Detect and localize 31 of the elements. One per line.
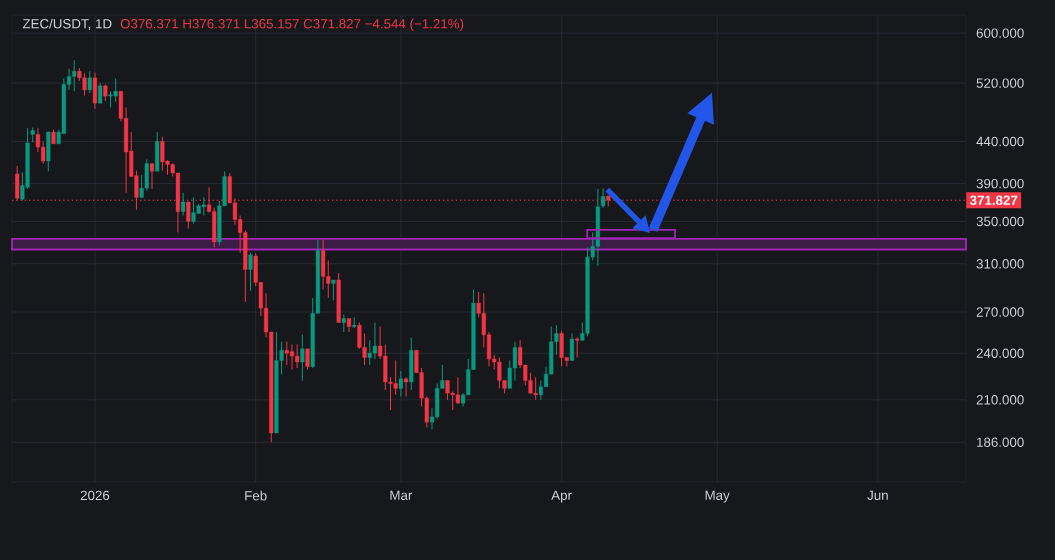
y-tick-label: 186.000 — [977, 437, 1024, 447]
candlestick — [601, 187, 606, 209]
candlestick — [248, 252, 253, 292]
y-tick-label: 210.000 — [976, 395, 1024, 405]
y-tick-label: 350.000 — [976, 216, 1024, 227]
candlestick — [300, 334, 305, 381]
candlestick — [569, 332, 575, 362]
x-tick-label: Feb — [245, 490, 267, 501]
chart-title: ZEC/USDT, 1D — [22, 18, 112, 31]
x-tick-label: Jun — [867, 490, 888, 500]
candlestick — [398, 370, 403, 398]
x-tick-label: May — [705, 490, 730, 503]
candlestick — [181, 192, 186, 216]
x-tick-label: 2026 — [80, 490, 110, 501]
chart-subtitle: O376.371 H376.371 L365.157 C371.827 −4.544 (−1.21%) — [120, 18, 464, 32]
x-tick-label: Mar — [390, 490, 413, 500]
y-tick-label: 310.000 — [976, 259, 1024, 269]
y-tick-label: 390.000 — [976, 178, 1024, 189]
candlestick — [98, 82, 103, 104]
ref-line-label: 371.827 — [969, 195, 1018, 206]
y-tick-label: 520.000 — [976, 78, 1024, 88]
y-tick-label: 440.000 — [976, 136, 1024, 147]
y-tick-label: 270.000 — [976, 307, 1024, 317]
candlestick — [87, 70, 92, 94]
y-tick-label: 240.000 — [976, 348, 1024, 358]
candlestick — [305, 348, 310, 371]
x-tick-label: Apr — [551, 490, 572, 503]
candlestick — [149, 163, 155, 190]
candlestick — [331, 279, 336, 302]
candlestick — [403, 376, 409, 398]
y-tick-label: 600.000 — [976, 28, 1024, 38]
